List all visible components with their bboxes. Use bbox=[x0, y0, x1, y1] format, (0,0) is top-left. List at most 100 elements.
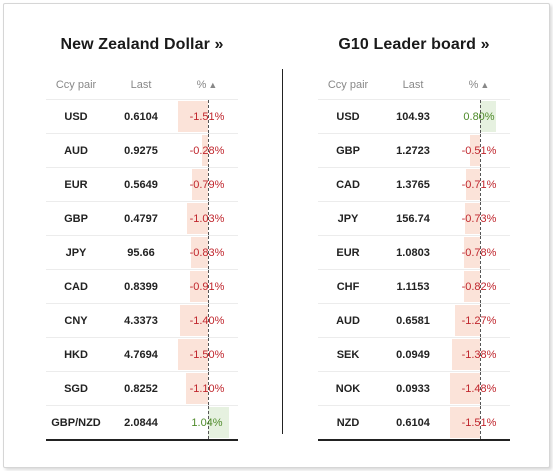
table-row[interactable]: NOK 0.0933 -1.48% bbox=[318, 372, 510, 406]
percent-change-value: 1.04% bbox=[191, 416, 223, 429]
percent-change-value: -0.71% bbox=[461, 178, 497, 191]
percent-change-cell: 0.80% bbox=[448, 100, 510, 133]
zero-line bbox=[208, 168, 209, 201]
header-ccy-pair[interactable]: Ccy pair bbox=[55, 79, 97, 91]
ccy-pair-cell[interactable]: USD bbox=[336, 110, 360, 123]
ccy-pair-cell[interactable]: GBP bbox=[336, 144, 360, 157]
header-last[interactable]: Last bbox=[402, 79, 424, 91]
ccy-pair-cell[interactable]: AUD bbox=[64, 144, 88, 157]
percent-change-cell: -1.51% bbox=[448, 406, 510, 439]
ccy-pair-cell[interactable]: NZD bbox=[336, 416, 360, 429]
table-row[interactable]: USD 104.93 0.80% bbox=[318, 100, 510, 134]
last-price-cell: 4.3373 bbox=[124, 314, 158, 327]
percent-change-cell: -0.78% bbox=[448, 236, 510, 269]
zero-line bbox=[208, 372, 209, 405]
percent-change-cell: -1.27% bbox=[448, 304, 510, 337]
last-price-cell: 0.4797 bbox=[124, 212, 158, 225]
change-bar bbox=[208, 407, 229, 438]
zero-line bbox=[208, 100, 209, 133]
last-price-cell: 0.6104 bbox=[124, 110, 158, 123]
change-bar bbox=[452, 339, 480, 370]
last-price-cell: 4.7694 bbox=[124, 348, 158, 361]
last-price-cell: 0.5649 bbox=[124, 178, 158, 191]
zero-line bbox=[208, 406, 209, 439]
table-row[interactable]: GBP 0.4797 -1.03% bbox=[46, 202, 238, 236]
ccy-pair-cell[interactable]: EUR bbox=[64, 178, 88, 191]
table-row[interactable]: GBP 1.2723 -0.51% bbox=[318, 134, 510, 168]
ccy-pair-cell[interactable]: CHF bbox=[336, 280, 360, 293]
table-row[interactable]: EUR 1.0803 -0.78% bbox=[318, 236, 510, 270]
percent-change-cell: -0.83% bbox=[176, 236, 238, 269]
zero-line bbox=[480, 100, 481, 133]
last-price-cell: 1.3765 bbox=[396, 178, 430, 191]
change-bar bbox=[187, 203, 208, 234]
last-price-cell: 2.0844 bbox=[124, 416, 158, 429]
zero-line bbox=[480, 236, 481, 269]
ccy-pair-cell[interactable]: SGD bbox=[64, 382, 88, 395]
ccy-pair-cell[interactable]: CNY bbox=[64, 314, 88, 327]
ccy-pair-cell[interactable]: USD bbox=[64, 110, 88, 123]
zero-line bbox=[480, 168, 481, 201]
change-bar bbox=[178, 339, 208, 370]
panel-title-link[interactable]: G10 Leader board » bbox=[338, 36, 490, 53]
ccy-pair-cell[interactable]: SEK bbox=[336, 348, 360, 361]
table-row[interactable]: CHF 1.1153 -0.82% bbox=[318, 270, 510, 304]
percent-change-value: -1.38% bbox=[461, 348, 497, 361]
zero-line bbox=[480, 372, 481, 405]
table-row[interactable]: SGD 0.8252 -1.10% bbox=[46, 372, 238, 406]
change-bar bbox=[449, 407, 480, 438]
table-row[interactable]: NZD 0.6104 -1.51% bbox=[318, 406, 510, 441]
ccy-pair-cell[interactable]: CAD bbox=[64, 280, 88, 293]
panel-g10: G10 Leader board » Ccy pair Last % ▲ USD 1… bbox=[318, 30, 510, 441]
percent-change-value: -1.03% bbox=[189, 212, 225, 225]
table-row[interactable]: JPY 95.66 -0.83% bbox=[46, 236, 238, 270]
header-percent[interactable]: % ▲ bbox=[176, 79, 238, 91]
change-bar bbox=[186, 373, 208, 404]
percent-change-cell: -1.03% bbox=[176, 202, 238, 235]
table-row[interactable]: CAD 1.3765 -0.71% bbox=[318, 168, 510, 202]
table-row[interactable]: EUR 0.5649 -0.79% bbox=[46, 168, 238, 202]
last-price-cell: 1.0803 bbox=[396, 246, 430, 259]
last-price-cell: 156.74 bbox=[396, 212, 430, 225]
table-row[interactable]: GBP/NZD 2.0844 1.04% bbox=[46, 406, 238, 441]
table-row[interactable]: JPY 156.74 -0.73% bbox=[318, 202, 510, 236]
ccy-pair-cell[interactable]: JPY bbox=[337, 212, 359, 225]
ccy-pair-cell[interactable]: AUD bbox=[336, 314, 360, 327]
header-percent[interactable]: % ▲ bbox=[448, 79, 510, 91]
header-last[interactable]: Last bbox=[130, 79, 152, 91]
table-row[interactable]: SEK 0.0949 -1.38% bbox=[318, 338, 510, 372]
percent-change-cell: -0.51% bbox=[448, 134, 510, 167]
percent-change-cell: -0.71% bbox=[448, 168, 510, 201]
last-price-cell: 0.0949 bbox=[396, 348, 430, 361]
header-percent-label: % bbox=[196, 79, 207, 91]
zero-line bbox=[208, 304, 209, 337]
percent-change-value: -0.83% bbox=[189, 246, 225, 259]
table-row[interactable]: USD 0.6104 -1.51% bbox=[46, 100, 238, 134]
header-ccy-pair[interactable]: Ccy pair bbox=[327, 79, 369, 91]
ccy-pair-cell[interactable]: JPY bbox=[65, 246, 87, 259]
table-row[interactable]: AUD 0.9275 -0.28% bbox=[46, 134, 238, 168]
percent-change-value: -0.82% bbox=[461, 280, 497, 293]
ccy-pair-cell[interactable]: NOK bbox=[335, 382, 361, 395]
ccy-pair-cell[interactable]: GBP/NZD bbox=[51, 416, 101, 429]
percent-change-value: -1.51% bbox=[189, 110, 225, 123]
table-row[interactable]: HKD 4.7694 -1.50% bbox=[46, 338, 238, 372]
ccy-pair-cell[interactable]: EUR bbox=[336, 246, 360, 259]
change-bar bbox=[454, 305, 480, 336]
panel-nzd: New Zealand Dollar » Ccy pair Last % ▲ US… bbox=[46, 30, 238, 441]
percent-change-cell: -1.40% bbox=[176, 304, 238, 337]
ccy-pair-cell[interactable]: GBP bbox=[64, 212, 88, 225]
ccy-pair-cell[interactable]: HKD bbox=[64, 348, 88, 361]
sort-ascending-icon: ▲ bbox=[480, 80, 490, 90]
percent-change-value: -1.48% bbox=[461, 382, 497, 395]
change-bar bbox=[189, 271, 208, 302]
panel-title-link[interactable]: New Zealand Dollar » bbox=[60, 36, 224, 53]
table-row[interactable]: AUD 0.6581 -1.27% bbox=[318, 304, 510, 338]
ccy-pair-cell[interactable]: CAD bbox=[336, 178, 360, 191]
percent-change-value: -0.91% bbox=[189, 280, 225, 293]
table-row[interactable]: CNY 4.3373 -1.40% bbox=[46, 304, 238, 338]
last-price-cell: 0.8252 bbox=[124, 382, 158, 395]
table-body: USD 104.93 0.80% GBP 1.2723 -0.51% CAD 1.3765 -0… bbox=[318, 100, 510, 441]
table-row[interactable]: CAD 0.8399 -0.91% bbox=[46, 270, 238, 304]
change-bar bbox=[469, 135, 480, 166]
